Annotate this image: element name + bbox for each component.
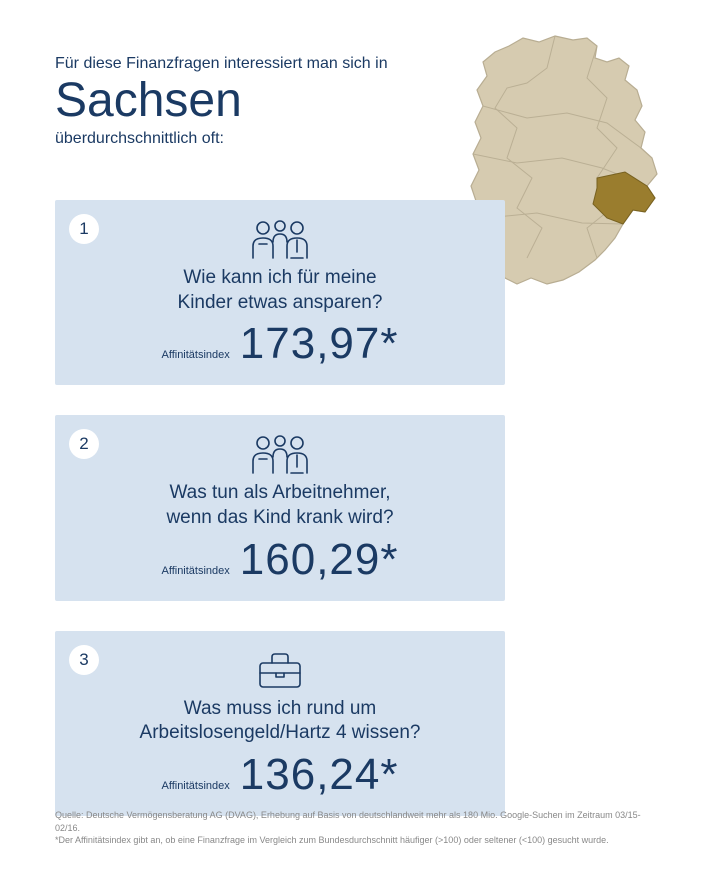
- index-row: Affinitätsindex 136,24*: [83, 750, 477, 800]
- index-value: 173,97*: [240, 319, 399, 369]
- question-text: Was tun als Arbeitnehmer, wenn das Kind …: [83, 481, 477, 530]
- footnote-line1: Quelle: Deutsche Vermögensberatung AG (D…: [55, 810, 641, 833]
- index-row: Affinitätsindex 160,29*: [83, 535, 477, 585]
- index-value: 160,29*: [240, 535, 399, 585]
- index-label: Affinitätsindex: [162, 565, 230, 577]
- index-label: Affinitätsindex: [162, 349, 230, 361]
- footnote-line2: *Der Affinitätsindex gibt an, ob eine Fi…: [55, 835, 609, 845]
- rank-badge: 1: [69, 214, 99, 244]
- index-label: Affinitätsindex: [162, 780, 230, 792]
- intro-text: Für diese Finanzfragen interessiert man …: [55, 55, 455, 73]
- footnote: Quelle: Deutsche Vermögensberatung AG (D…: [55, 809, 655, 847]
- question-text: Was muss ich rund um Arbeitslosengeld/Ha…: [83, 697, 477, 746]
- card-1: 1 Wie kann ich: [55, 200, 505, 385]
- rank-badge: 3: [69, 645, 99, 675]
- card-3: 3 Was muss ich rund um Arbeitslosengeld/…: [55, 631, 505, 816]
- question-text: Wie kann ich für meine Kinder etwas ansp…: [83, 266, 477, 315]
- card-2: 2 Was tun als Arbeitnehmer, wenn das Kin…: [55, 415, 505, 600]
- index-row: Affinitätsindex 173,97*: [83, 319, 477, 369]
- people-family-icon: [245, 218, 315, 260]
- question-line1: Was muss ich rund um: [184, 698, 377, 719]
- question-line1: Wie kann ich für meine: [183, 267, 376, 288]
- question-line1: Was tun als Arbeitnehmer,: [169, 482, 390, 503]
- briefcase-icon: [254, 649, 306, 691]
- state-title: Sachsen: [55, 75, 455, 128]
- question-line2: Arbeitslosengeld/Hartz 4 wissen?: [140, 722, 421, 743]
- rank-badge: 2: [69, 429, 99, 459]
- card-list: 1 Wie kann ich: [55, 200, 505, 846]
- outro-text: überdurchschnittlich oft:: [55, 130, 455, 148]
- question-line2: Kinder etwas ansparen?: [178, 292, 383, 313]
- header: Für diese Finanzfragen interessiert man …: [55, 55, 455, 148]
- question-line2: wenn das Kind krank wird?: [166, 507, 393, 528]
- index-value: 136,24*: [240, 750, 399, 800]
- people-group-icon: [245, 433, 315, 475]
